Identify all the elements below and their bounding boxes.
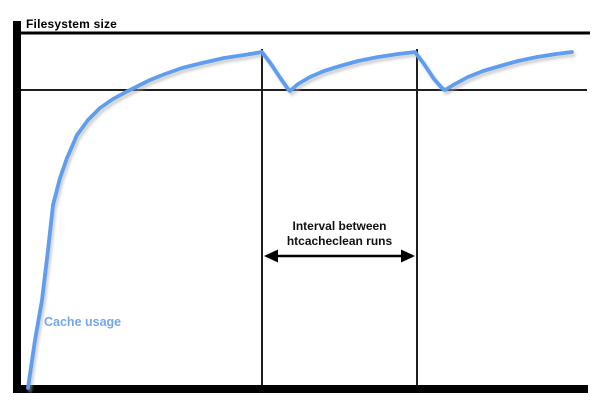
arrow-head-right-icon [401,249,415,263]
interval-arrow [264,249,415,263]
interval-annotation-line1: Interval between [292,219,387,233]
cache-usage-label: Cache usage [44,315,122,329]
filesystem-size-label: Filesystem size [26,17,118,31]
cache-usage-curve [26,50,574,390]
x-axis [13,385,588,393]
interval-annotation-line2: htcacheclean runs [286,234,393,248]
arrow-head-left-icon [264,249,278,263]
interval-annotation-label: Interval between htcacheclean runs [262,219,417,249]
y-axis [13,21,21,393]
